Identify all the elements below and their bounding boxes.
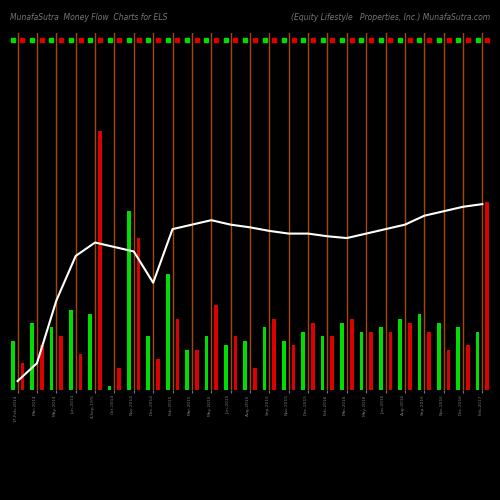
Bar [78, 354, 82, 390]
Bar [40, 346, 43, 390]
Bar [456, 328, 460, 390]
Bar [360, 332, 363, 390]
Bar [166, 274, 170, 390]
Bar [185, 350, 189, 390]
Bar [11, 341, 15, 390]
Bar [272, 318, 276, 390]
Bar [118, 368, 121, 390]
Bar [234, 336, 237, 390]
Bar [428, 332, 431, 390]
Bar [340, 323, 344, 390]
Bar [98, 131, 102, 390]
Bar [369, 332, 373, 390]
Bar [214, 305, 218, 390]
Bar [69, 310, 72, 390]
Bar [224, 346, 228, 390]
Bar [60, 336, 63, 390]
Bar [446, 350, 450, 390]
Bar [321, 336, 324, 390]
Bar [244, 341, 247, 390]
Bar [20, 363, 24, 390]
Bar [292, 346, 296, 390]
Bar [418, 314, 422, 390]
Bar [350, 318, 354, 390]
Bar [379, 328, 382, 390]
Text: MunafaSutra  Money Flow  Charts for ELS: MunafaSutra Money Flow Charts for ELS [10, 12, 168, 22]
Bar [302, 332, 305, 390]
Bar [195, 350, 198, 390]
Bar [50, 328, 54, 390]
Bar [408, 323, 412, 390]
Bar [156, 358, 160, 390]
Bar [176, 318, 179, 390]
Bar [146, 336, 150, 390]
Bar [476, 332, 480, 390]
Bar [30, 323, 34, 390]
Bar [486, 202, 489, 390]
Bar [262, 328, 266, 390]
Bar [311, 323, 315, 390]
Bar [127, 211, 131, 390]
Bar [282, 341, 286, 390]
Bar [466, 346, 469, 390]
Bar [204, 336, 208, 390]
Bar [108, 386, 112, 390]
Bar [437, 323, 440, 390]
Bar [398, 318, 402, 390]
Bar [88, 314, 92, 390]
Bar [253, 368, 256, 390]
Text: (Equity Lifestyle   Properties, Inc.) MunafaSutra.com: (Equity Lifestyle Properties, Inc.) Muna… [291, 12, 490, 22]
Bar [137, 238, 140, 390]
Bar [330, 336, 334, 390]
Bar [388, 332, 392, 390]
